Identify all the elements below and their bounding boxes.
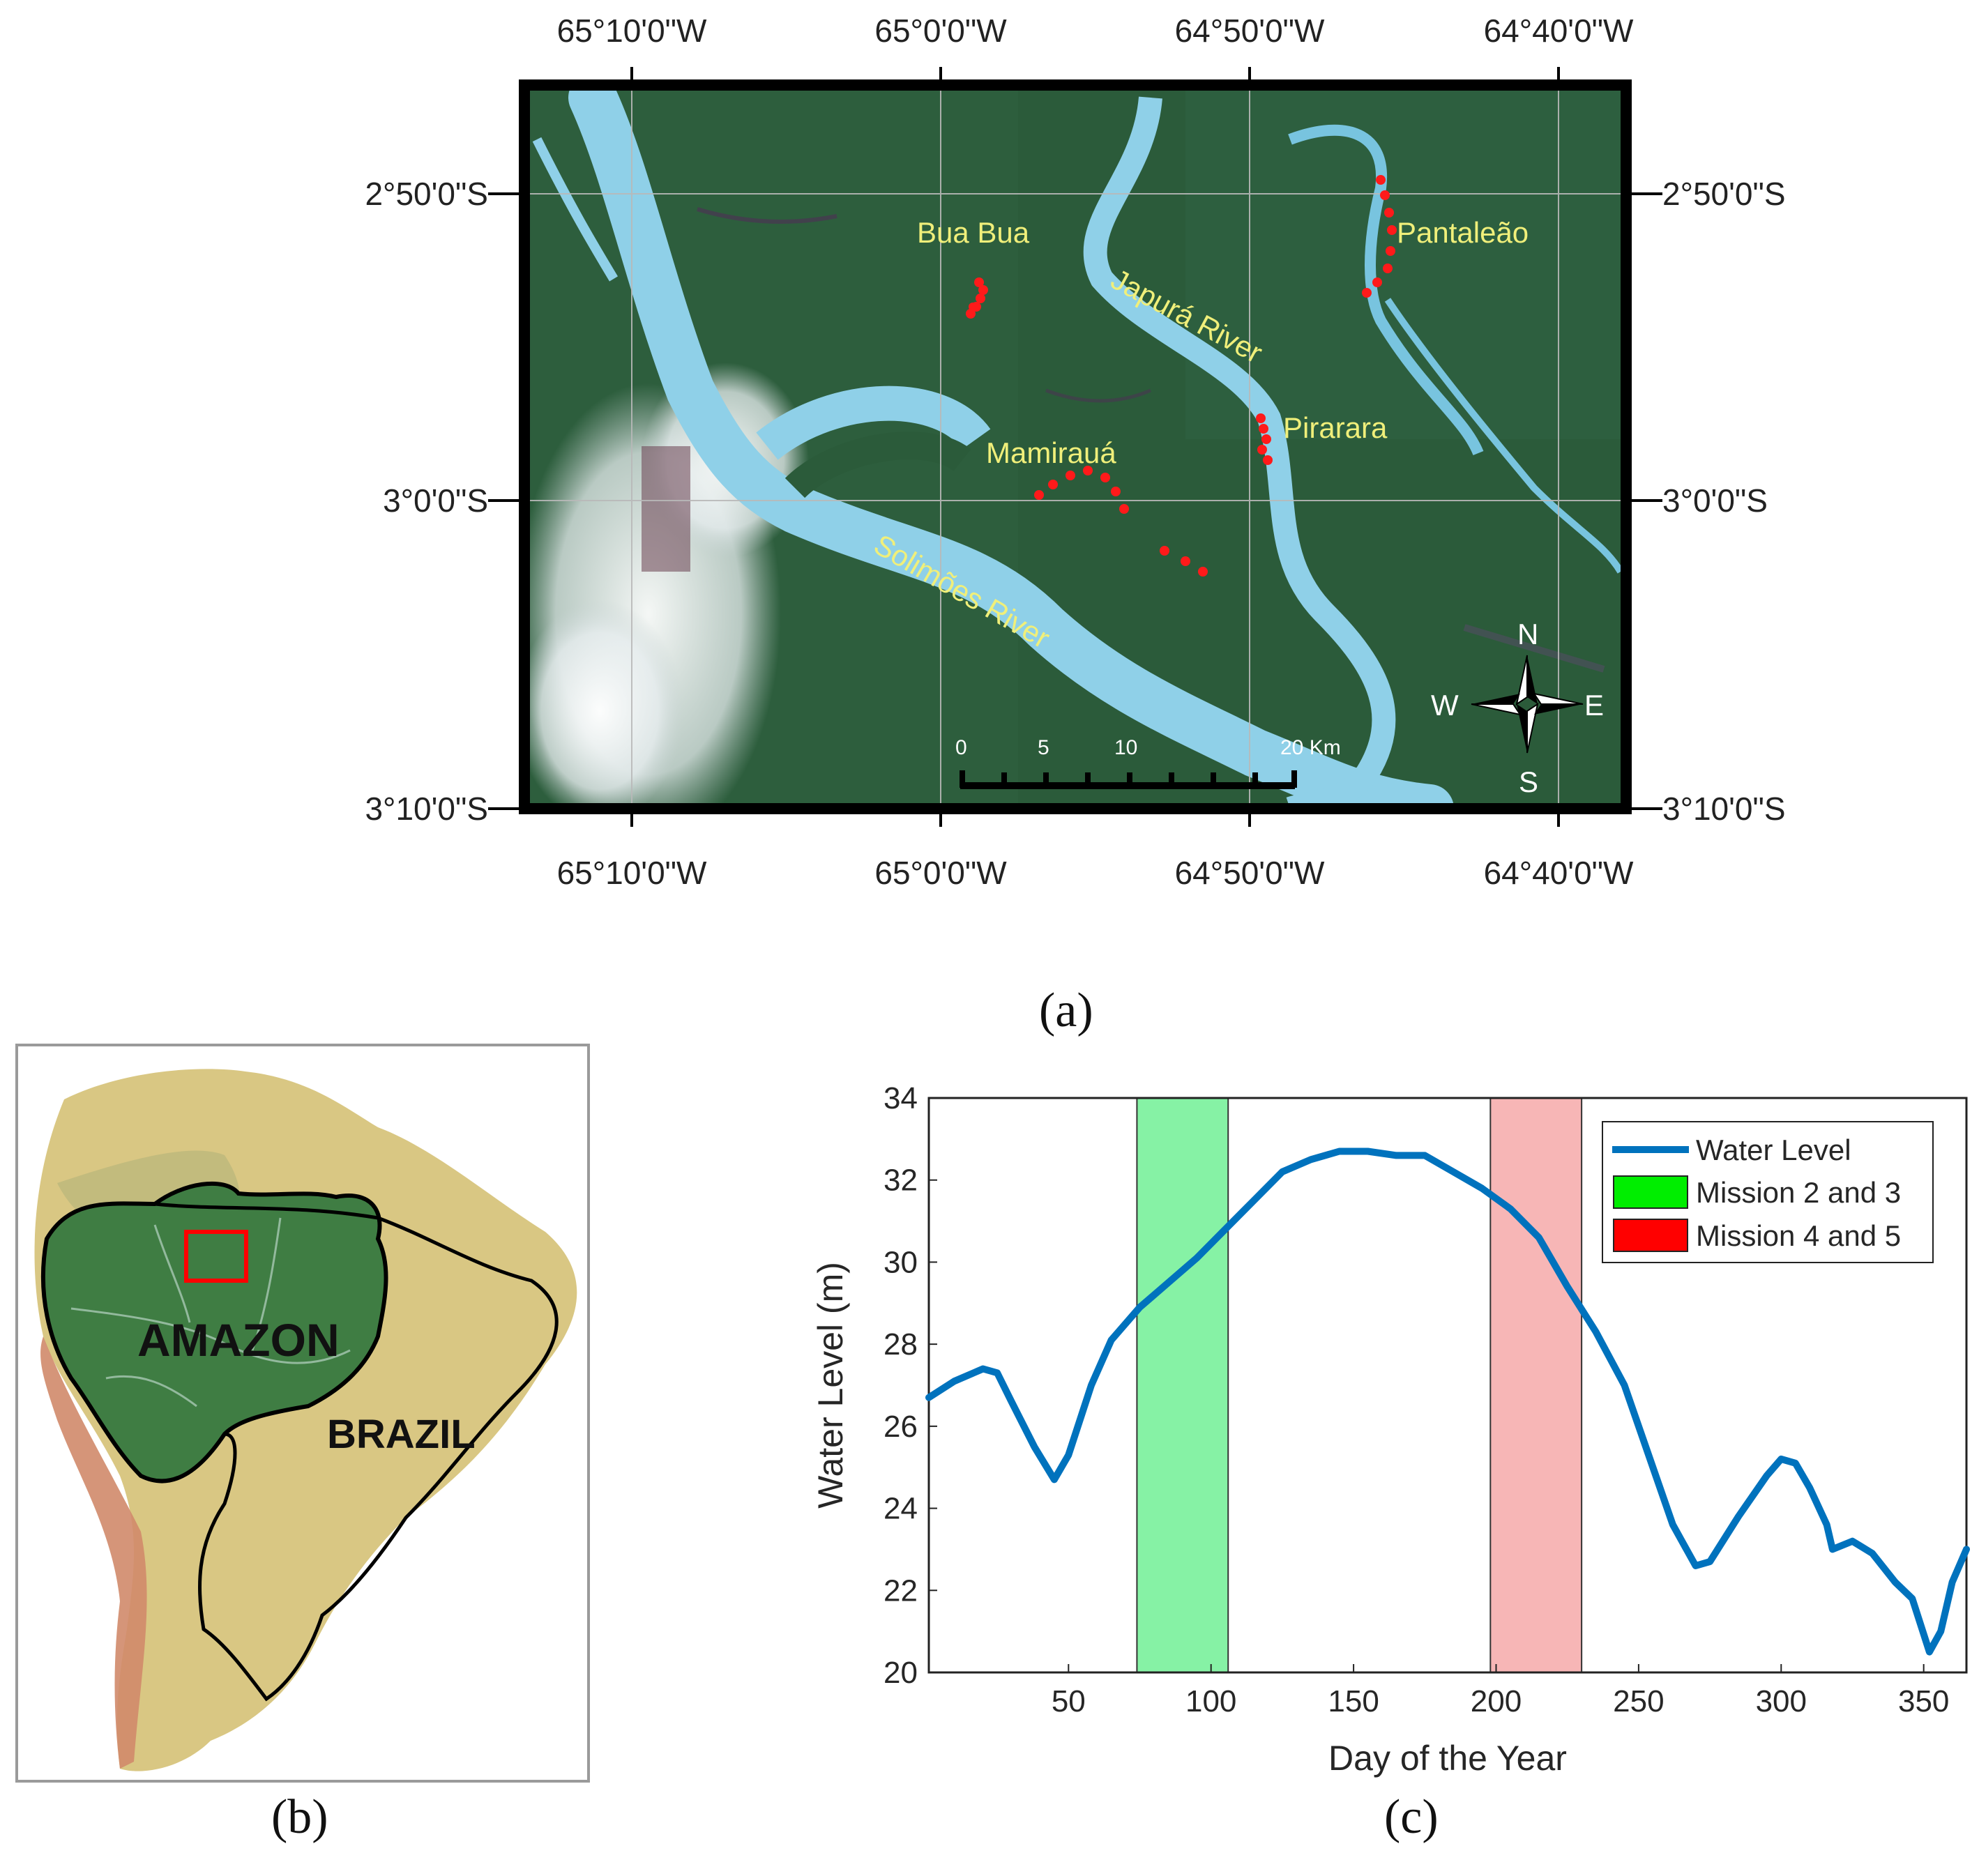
scale-label-0: 0 bbox=[955, 736, 967, 759]
y-tick-label: 32 bbox=[884, 1164, 918, 1198]
x-tick-label: 50 bbox=[1052, 1684, 1086, 1718]
legend: Water Level Mission 2 and 3 Mission 4 an… bbox=[1602, 1121, 1934, 1263]
caption-a: (a) bbox=[1039, 984, 1093, 1037]
band-mission-2 bbox=[1489, 1097, 1583, 1673]
legend-label-mission-4-5: Mission 4 and 5 bbox=[1696, 1219, 1901, 1252]
y-tick-label: 30 bbox=[884, 1245, 918, 1279]
label-amazon: AMAZON bbox=[137, 1314, 340, 1366]
label-brazil: BRAZIL bbox=[327, 1412, 476, 1457]
lat-label-left-2: 3°0'0"S bbox=[383, 482, 488, 519]
solimoes-river bbox=[568, 91, 1453, 803]
site-label-pantaleao: Pantaleão bbox=[1397, 216, 1529, 249]
x-tick-label: 150 bbox=[1328, 1684, 1379, 1718]
north-arrow-compass: N S W E bbox=[1431, 618, 1604, 798]
y-tick-label: 28 bbox=[884, 1327, 918, 1362]
brazil-border bbox=[154, 1202, 559, 1702]
band-mission-1 bbox=[1136, 1097, 1229, 1673]
compass-e: E bbox=[1584, 689, 1604, 722]
compass-s: S bbox=[1519, 765, 1538, 798]
scale-bar: 0 5 10 20 Km bbox=[955, 736, 1341, 789]
study-area-box bbox=[184, 1230, 248, 1283]
legend-label-mission-2-3: Mission 2 and 3 bbox=[1696, 1176, 1901, 1209]
lon-label-bottom-1: 65°10'0"W bbox=[557, 855, 707, 891]
y-tick-label: 24 bbox=[884, 1492, 918, 1526]
water-level-line bbox=[925, 1147, 1970, 1656]
x-axis-label: Day of the Year bbox=[1328, 1739, 1567, 1778]
panel-b-locator-map: AMAZON BRAZIL (b) bbox=[15, 1044, 590, 1844]
y-tick-label: 26 bbox=[884, 1410, 918, 1444]
plot-frame bbox=[927, 1097, 1968, 1674]
japura-river bbox=[1083, 96, 1396, 803]
scale-label-20km: 20 Km bbox=[1280, 736, 1341, 759]
lat-label-right-2: 3°0'0"S bbox=[1662, 482, 1768, 519]
panel-c-water-level-chart: 50 100 150 200 250 300 350 20 22 24 26 28 30 32 34 Day… bbox=[802, 1044, 1979, 1844]
lat-label-left-3: 3°10'0"S bbox=[365, 791, 488, 827]
legend-swatch-mission-4-5 bbox=[1613, 1219, 1688, 1252]
x-tick-label: 300 bbox=[1756, 1684, 1807, 1718]
map-image: Bua Bua Pantaleão Pirarara Mamirauá Japu… bbox=[530, 91, 1621, 803]
caption-c: (c) bbox=[1384, 1790, 1439, 1844]
lat-label-left-1: 2°50'0"S bbox=[365, 176, 488, 212]
legend-swatch-mission-2-3 bbox=[1613, 1175, 1688, 1209]
site-label-mamiraua: Mamirauá bbox=[986, 436, 1116, 469]
compass-n: N bbox=[1517, 618, 1538, 650]
scale-label-10: 10 bbox=[1114, 736, 1137, 759]
caption-b: (b) bbox=[271, 1790, 328, 1844]
sample-points bbox=[966, 175, 1397, 577]
graticule bbox=[530, 91, 1621, 803]
x-tick-label: 350 bbox=[1898, 1684, 1949, 1718]
legend-label-water-level: Water Level bbox=[1696, 1134, 1851, 1166]
lon-label-bottom-2: 65°0'0"W bbox=[874, 855, 1007, 891]
y-tick-label: 34 bbox=[884, 1081, 918, 1115]
panel-a-satellite-map: Bua Bua Pantaleão Pirarara Mamirauá Japu… bbox=[365, 13, 1786, 1037]
lon-label-top-3: 64°50'0"W bbox=[1175, 13, 1325, 49]
x-tick-label: 100 bbox=[1185, 1684, 1236, 1718]
x-tick-label: 200 bbox=[1471, 1684, 1522, 1718]
compass-w: W bbox=[1431, 689, 1459, 722]
y-tick-label: 20 bbox=[884, 1656, 918, 1690]
lon-label-bottom-4: 64°40'0"W bbox=[1484, 855, 1634, 891]
y-tick-label: 22 bbox=[884, 1573, 918, 1608]
lon-label-top-1: 65°10'0"W bbox=[557, 13, 707, 49]
y-axis-label: Water Level (m) bbox=[811, 1262, 850, 1509]
lat-label-right-3: 3°10'0"S bbox=[1662, 791, 1786, 827]
site-label-pirarara: Pirarara bbox=[1283, 411, 1388, 444]
map-frame bbox=[519, 79, 1632, 814]
site-label-bua-bua: Bua Bua bbox=[917, 216, 1030, 249]
x-tick-label: 250 bbox=[1613, 1684, 1664, 1718]
lon-label-bottom-3: 64°50'0"W bbox=[1175, 855, 1325, 891]
lon-label-top-2: 65°0'0"W bbox=[874, 13, 1007, 49]
lat-label-right-1: 2°50'0"S bbox=[1662, 176, 1786, 212]
lon-label-top-4: 64°40'0"W bbox=[1484, 13, 1634, 49]
scale-label-5: 5 bbox=[1038, 736, 1049, 759]
